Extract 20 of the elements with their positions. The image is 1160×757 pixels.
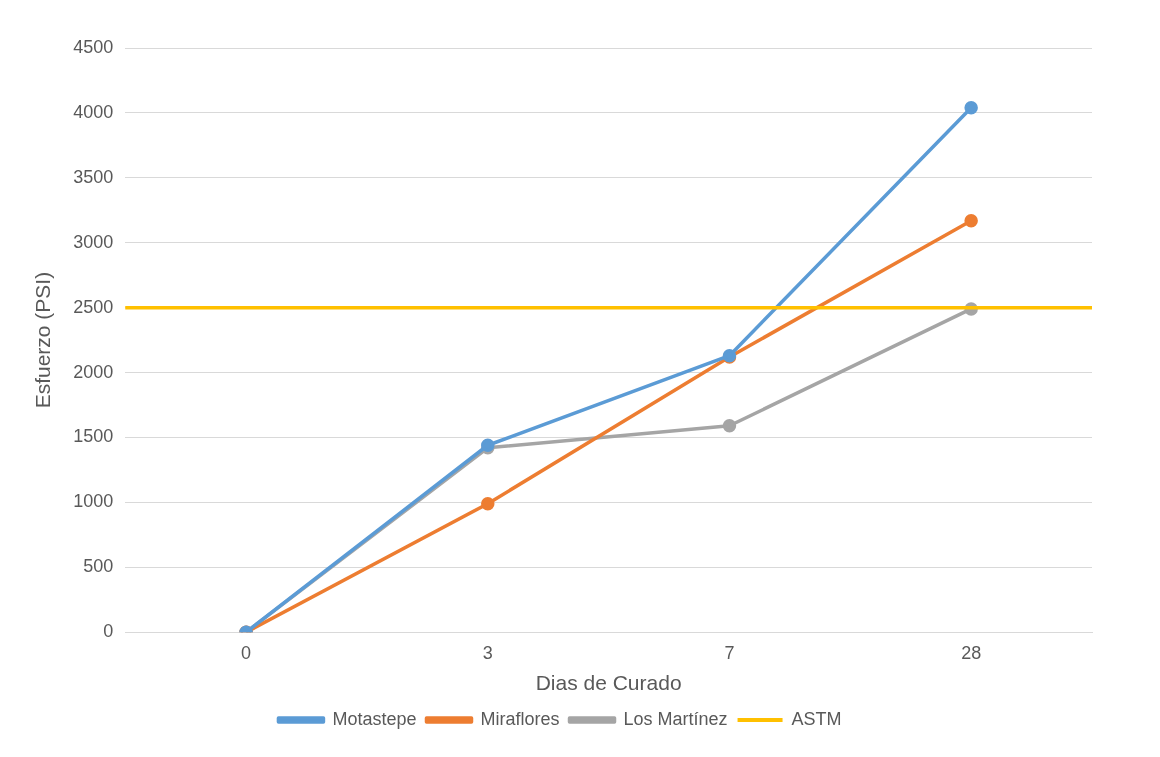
x-tick-label: 0 [241, 642, 252, 663]
y-tick-label: 3000 [73, 231, 114, 252]
y-tick-label: 4500 [73, 36, 114, 57]
y-tick-label: 3500 [73, 166, 114, 187]
x-tick-label: 7 [724, 642, 735, 663]
x-tick-label: 3 [482, 642, 493, 663]
legend-label: Miraflores [480, 708, 560, 729]
y-tick-label: 1000 [73, 491, 114, 512]
x-tick-label: 28 [961, 642, 982, 663]
y-tick-label: 1500 [73, 426, 114, 447]
legend-label: ASTM [791, 708, 842, 729]
y-axis-title: Esfuerzo (PSI) [31, 271, 55, 409]
x-axis-title: Dias de Curado [535, 671, 682, 695]
y-tick-label: 2000 [73, 361, 114, 382]
legend-label: Los Martínez [623, 708, 728, 729]
legend-label: Motastepe [332, 708, 417, 729]
y-tick-label: 500 [83, 556, 114, 577]
y-tick-label: 2500 [73, 296, 114, 317]
y-tick-label: 4000 [73, 101, 114, 122]
y-tick-label: 0 [103, 621, 114, 642]
